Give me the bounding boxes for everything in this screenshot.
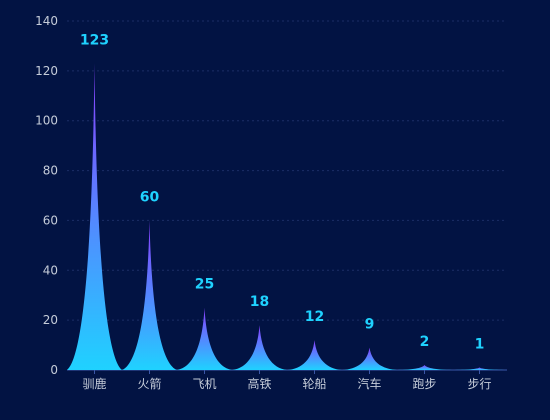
y-tick-label: 0 <box>50 363 58 377</box>
bar-3 <box>177 307 232 370</box>
y-tick-label: 120 <box>35 64 58 78</box>
y-tick-label: 100 <box>35 114 58 128</box>
value-label: 123 <box>80 32 109 48</box>
x-tick-label: 高铁 <box>247 376 271 391</box>
value-label: 2 <box>420 334 430 350</box>
grid-lines <box>67 20 507 321</box>
bars <box>67 63 507 370</box>
bar-2 <box>122 220 177 370</box>
x-tick-label: 飞机 <box>192 377 216 391</box>
value-label: 18 <box>250 294 269 310</box>
bar-8 <box>452 367 507 370</box>
bar-7 <box>397 365 452 370</box>
y-tick-label: 140 <box>35 14 58 28</box>
value-label: 9 <box>365 317 375 333</box>
bar-1 <box>67 63 122 370</box>
y-tick-label: 60 <box>43 213 58 227</box>
value-label: 60 <box>140 189 160 205</box>
x-tick-label: 驯鹿 <box>82 376 106 391</box>
y-tick-label: 80 <box>43 164 58 178</box>
bar-6 <box>342 347 397 370</box>
x-tick-label: 步行 <box>467 377 491 391</box>
y-tick-label: 40 <box>43 263 58 277</box>
value-label: 1 <box>475 337 485 353</box>
bar-5 <box>287 340 342 370</box>
x-tick-label: 跑步 <box>412 377 436 391</box>
bar-4 <box>232 325 287 370</box>
value-label: 25 <box>195 277 214 293</box>
x-tick-label: 汽车 <box>357 376 381 391</box>
y-tick-label: 20 <box>43 313 58 327</box>
x-tick-label: 轮船 <box>302 377 326 391</box>
value-label: 12 <box>305 309 324 325</box>
x-tick-label: 火箭 <box>137 376 161 391</box>
labels: 123 驯鹿 60 火箭 25 飞机 18 高铁 12 轮船 9 汽车 2 跑步 1 步行 <box>80 32 492 391</box>
